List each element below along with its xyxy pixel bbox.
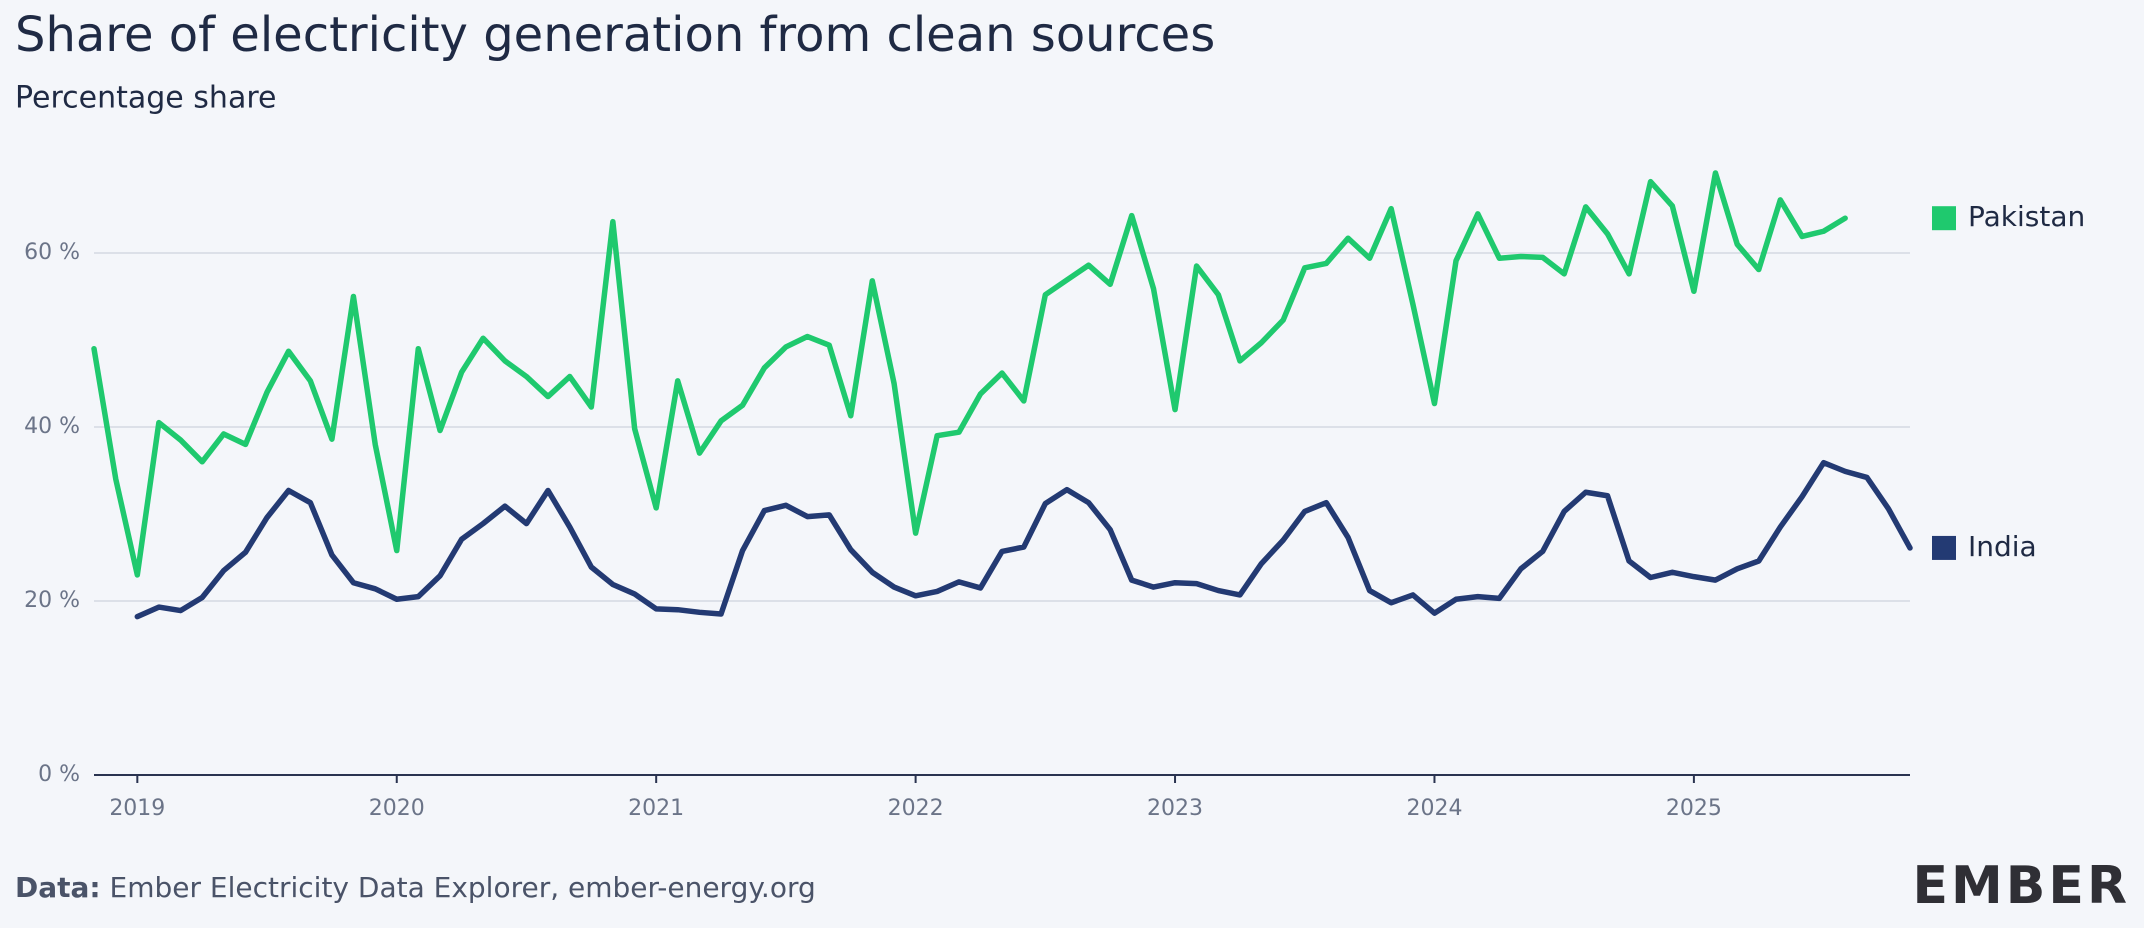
legend-label: Pakistan [1968,200,2085,233]
legend-swatch [1932,206,1956,231]
legend-label: India [1968,530,2037,563]
x-tick-label: 2020 [369,796,425,821]
y-tick-label: 60 % [24,240,80,265]
x-tick-label: 2021 [628,796,684,821]
y-tick-label: 40 % [24,414,80,439]
line [91,170,1848,578]
legend-swatch [1932,535,1956,560]
x-tick-label: 2019 [109,796,165,821]
x-tick-label: 2022 [888,796,944,821]
chart-title: Share of electricity generation from cle… [15,7,1215,63]
source: Data: Ember Electricity Data Explorer, e… [15,871,816,904]
y-tick-label: 0 % [38,762,80,787]
logo: EMBER [1913,856,2130,916]
chart-subtitle: Percentage share [15,81,276,116]
x-tick-label: 2025 [1666,796,1722,821]
source-label: Data: [15,871,101,904]
y-tick-label: 20 % [24,588,80,613]
line [134,459,1913,620]
x-tick-label: 2024 [1406,796,1462,821]
x-tick-label: 2023 [1147,796,1203,821]
source-text: Ember Electricity Data Explorer, ember-e… [110,871,816,904]
